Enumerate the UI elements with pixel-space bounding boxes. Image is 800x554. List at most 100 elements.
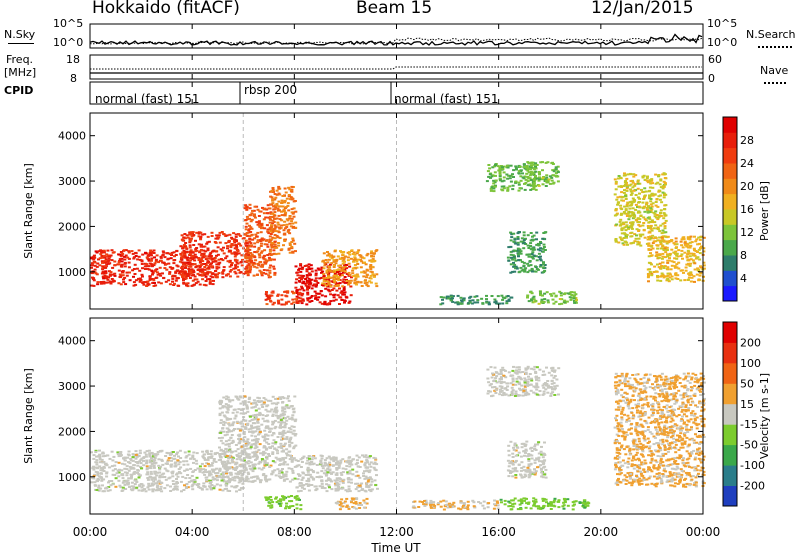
range-cell: [336, 501, 340, 504]
range-cell: [635, 219, 639, 222]
range-cell: [221, 473, 225, 476]
range-cell: [94, 449, 98, 452]
range-cell: [677, 261, 681, 264]
range-cell: [157, 464, 161, 467]
range-cell: [231, 476, 235, 479]
range-cell: [649, 224, 653, 227]
range-cell: [290, 456, 293, 459]
range-cell: [543, 249, 547, 251]
range-cell: [659, 186, 663, 189]
range-cell: [374, 282, 378, 285]
range-cell: [308, 463, 312, 466]
range-cell: [119, 454, 123, 457]
range-cell: [103, 256, 107, 259]
range-cell: [336, 294, 340, 297]
range-cell: [689, 244, 693, 247]
range-cell: [336, 482, 339, 485]
range-cell: [279, 422, 283, 425]
range-cell: [162, 472, 166, 475]
range-cell: [128, 279, 132, 282]
range-cell: [358, 502, 362, 504]
range-cell: [213, 273, 217, 276]
range-cell: [654, 182, 658, 185]
range-cell: [276, 468, 280, 471]
range-cell: [523, 188, 527, 191]
range-cell: [276, 452, 280, 455]
range-cell: [315, 488, 319, 491]
range-cell: [283, 437, 287, 440]
range-cell: [277, 185, 281, 188]
range-cell: [251, 463, 255, 466]
range-cell: [228, 462, 232, 465]
range-cell: [134, 255, 138, 257]
range-cell: [215, 476, 219, 479]
range-cell: [462, 297, 466, 300]
range-cell: [190, 237, 193, 240]
range-cell: [298, 474, 301, 477]
range-cell: [668, 273, 672, 276]
range-cell: [352, 251, 356, 254]
range-cell: [234, 450, 238, 453]
range-cell: [172, 488, 176, 491]
range-cell: [365, 497, 369, 500]
range-cell: [121, 274, 125, 277]
range-cell: [147, 466, 151, 469]
range-cell: [300, 478, 304, 481]
range-cell: [512, 256, 516, 259]
range-cell: [522, 247, 526, 250]
range-cell: [264, 474, 268, 477]
range-cell: [231, 440, 235, 443]
range-cell: [335, 463, 338, 466]
range-cell: [274, 441, 278, 444]
range-cell: [288, 215, 292, 218]
range-cell: [234, 485, 238, 488]
range-cell: [104, 266, 108, 269]
range-cell: [332, 460, 336, 463]
range-cell: [188, 261, 192, 264]
range-cell: [183, 451, 187, 454]
range-cell: [144, 462, 148, 465]
range-cell: [198, 465, 202, 468]
range-cell: [262, 436, 265, 439]
range-cell: [280, 420, 284, 423]
range-cell: [207, 266, 211, 269]
range-cell: [275, 403, 279, 406]
range-cell: [114, 485, 118, 488]
range-cell: [283, 303, 287, 306]
range-cell: [235, 465, 239, 468]
range-cell: [192, 271, 196, 274]
range-cell: [361, 454, 364, 457]
range-cell: [101, 455, 105, 458]
range-cell: [555, 175, 559, 178]
range-cell: [298, 288, 302, 291]
range-cell: [117, 469, 121, 471]
range-cell: [253, 245, 257, 248]
range-cell: [297, 296, 301, 299]
range-cell: [345, 504, 349, 507]
range-cell: [262, 397, 266, 399]
range-cell: [270, 189, 274, 192]
range-cell: [94, 250, 98, 253]
range-cell: [196, 280, 200, 283]
range-cell: [237, 473, 240, 476]
range-cell: [290, 467, 294, 470]
range-cell: [255, 251, 259, 254]
range-cell: [346, 259, 350, 262]
range-cell: [286, 431, 290, 433]
range-cell: [649, 235, 653, 238]
range-cell: [305, 483, 309, 486]
range-cell: [206, 235, 210, 238]
nsky-tick-bottom: 10^0: [53, 36, 84, 49]
range-cell: [660, 265, 664, 268]
range-cell: [368, 280, 372, 283]
range-cell: [279, 424, 282, 427]
range-cell: [692, 252, 696, 255]
range-cell: [226, 427, 230, 430]
range-cell: [638, 197, 642, 200]
range-cell: [207, 474, 211, 477]
range-cell: [458, 302, 462, 305]
range-cell: [100, 479, 104, 482]
range-cell: [660, 274, 664, 277]
range-cell: [291, 408, 295, 411]
range-cell: [523, 175, 527, 178]
